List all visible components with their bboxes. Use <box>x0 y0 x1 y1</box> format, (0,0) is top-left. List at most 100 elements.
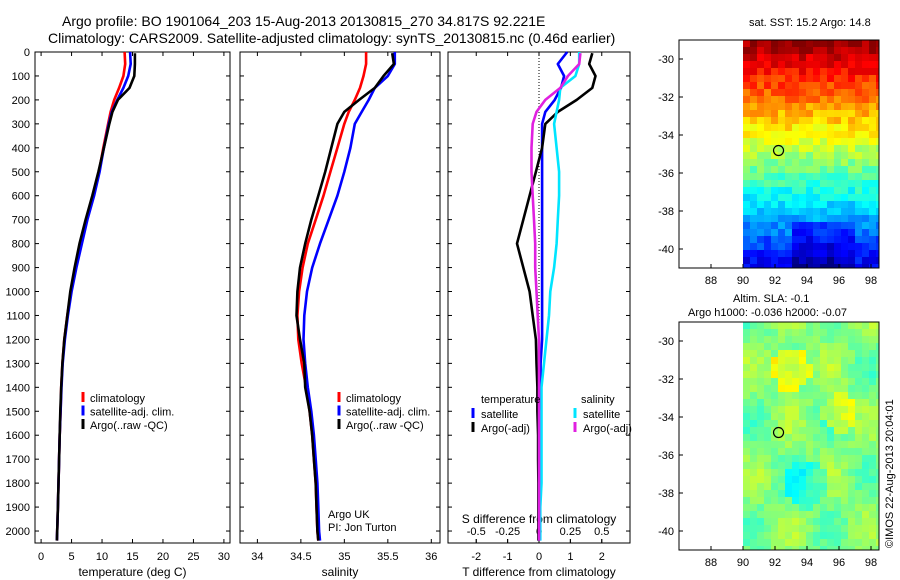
heatmap-cell <box>827 504 835 512</box>
heatmap-cell <box>820 385 828 393</box>
heatmap-cell <box>764 180 772 188</box>
heatmap-cell <box>862 47 870 55</box>
heatmap-cell <box>848 392 856 400</box>
heatmap-cell <box>827 187 835 195</box>
heatmap-cell <box>764 420 772 428</box>
heatmap-cell <box>848 378 856 386</box>
heatmap-cell <box>806 82 814 90</box>
heatmap-cell <box>799 187 807 195</box>
heatmap-cell <box>862 173 870 181</box>
heatmap-cell <box>876 532 880 540</box>
heatmap-cell <box>869 364 877 372</box>
heatmap-cell <box>855 336 863 344</box>
heatmap-cell <box>785 117 793 125</box>
heatmap-cell <box>869 420 877 428</box>
y-tick-label: -34 <box>658 130 674 142</box>
heatmap-cell <box>771 455 779 463</box>
heatmap-cell <box>743 187 751 195</box>
heatmap-cell <box>799 448 807 456</box>
heatmap-cell <box>848 40 856 48</box>
heatmap-cell <box>764 392 772 400</box>
heatmap-cell <box>876 357 880 365</box>
heatmap-cell <box>820 250 828 258</box>
heatmap-cell <box>792 392 800 400</box>
heatmap-cell <box>764 166 772 174</box>
heatmap-cell <box>813 364 821 372</box>
heatmap-cell <box>806 54 814 62</box>
heatmap-cell <box>813 110 821 118</box>
heatmap-cell <box>827 448 835 456</box>
heatmap-cell <box>834 483 842 491</box>
heatmap-cell <box>869 180 877 188</box>
heatmap-cell <box>855 532 863 540</box>
heatmap-cell <box>855 152 863 160</box>
heatmap-cell <box>778 222 786 230</box>
heatmap-cell <box>855 96 863 104</box>
plot-frame <box>239 51 441 544</box>
heatmap-cell <box>743 82 751 90</box>
heatmap-cell <box>834 399 842 407</box>
heatmap-cell <box>876 110 880 118</box>
heatmap-cell <box>771 385 779 393</box>
heatmap-cell <box>820 68 828 76</box>
heatmap-cell <box>855 490 863 498</box>
heatmap-cell <box>820 243 828 251</box>
heatmap-cell <box>743 532 751 540</box>
heatmap-cell <box>876 385 880 393</box>
heatmap-cell <box>834 546 842 551</box>
heatmap-cell <box>771 504 779 512</box>
x-tick-label: 94 <box>801 557 813 569</box>
heatmap-cell <box>855 329 863 337</box>
heatmap-cell <box>813 511 821 519</box>
heatmap-cell <box>862 476 870 484</box>
heatmap-cell <box>841 180 849 188</box>
heatmap-cell <box>841 194 849 202</box>
heatmap-cell <box>862 427 870 435</box>
heatmap-cell <box>876 215 880 223</box>
heatmap-cell <box>820 518 828 526</box>
heatmap-cell <box>799 350 807 358</box>
heatmap-cell <box>778 399 786 407</box>
heatmap-cell <box>785 434 793 442</box>
heatmap-cell <box>792 257 800 265</box>
heatmap-cell <box>876 131 880 139</box>
heatmap-cell <box>834 476 842 484</box>
heatmap-cell <box>806 40 814 48</box>
heatmap-cell <box>855 378 863 386</box>
heatmap-cell <box>813 40 821 48</box>
heatmap-cell <box>771 497 779 505</box>
heatmap-cell <box>750 54 758 62</box>
heatmap-cell <box>834 236 842 244</box>
heatmap-cell <box>778 68 786 76</box>
heatmap-cell <box>848 96 856 104</box>
heatmap-cell <box>862 441 870 449</box>
heatmap-cell <box>785 385 793 393</box>
heatmap-cell <box>820 504 828 512</box>
heatmap-cell <box>848 145 856 153</box>
heatmap-cell <box>834 82 842 90</box>
heatmap-cell <box>764 427 772 435</box>
heatmap-cell <box>855 462 863 470</box>
heatmap-cell <box>750 497 758 505</box>
y-tick-label: -38 <box>658 206 674 218</box>
heatmap-cell <box>792 476 800 484</box>
heatmap-cell <box>848 236 856 244</box>
heatmap-cell <box>778 117 786 125</box>
heatmap-cell <box>841 469 849 477</box>
heatmap-cell <box>778 236 786 244</box>
heatmap-cell <box>869 336 877 344</box>
legend-title-temperature: temperature <box>481 394 540 406</box>
heatmap-cell <box>806 539 814 547</box>
x-tick-label: 34.5 <box>290 551 311 563</box>
heatmap-cell <box>841 525 849 533</box>
heatmap-cell <box>750 68 758 76</box>
heatmap-cell <box>855 350 863 358</box>
heatmap-cell <box>806 215 814 223</box>
x-tick-label: 98 <box>865 275 877 287</box>
heatmap-cell <box>792 329 800 337</box>
heatmap-cell <box>834 364 842 372</box>
heatmap-cell <box>743 54 751 62</box>
heatmap-cell <box>813 448 821 456</box>
heatmap-cell <box>750 504 758 512</box>
heatmap-cell <box>827 82 835 90</box>
